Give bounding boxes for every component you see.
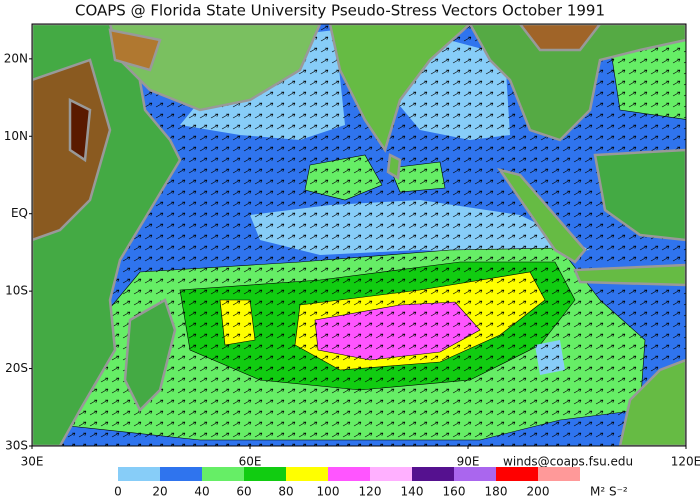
- colorbar-label: 160: [443, 485, 466, 499]
- colorbar-swatch: [118, 467, 160, 481]
- colorbar-label: 40: [194, 485, 209, 499]
- lat-label: 10N: [4, 129, 28, 143]
- colorbar-label: 80: [278, 485, 293, 499]
- lon-label: 90E: [457, 455, 480, 469]
- land: [32, 24, 686, 446]
- colorbar-swatch: [160, 467, 202, 481]
- lon-label: 60E: [239, 455, 262, 469]
- colorbar-swatch: [412, 467, 454, 481]
- lat-label: 20N: [4, 51, 28, 65]
- colorbar-label: 20: [152, 485, 167, 499]
- colorbar-swatch: [454, 467, 496, 481]
- map-frame: [31, 23, 687, 447]
- lon-label: 120E: [671, 455, 700, 469]
- lat-label: 10S: [5, 284, 28, 298]
- colorbar-label: 180: [485, 485, 508, 499]
- colorbar-label: 200: [527, 485, 550, 499]
- lat-label: 20S: [5, 361, 28, 375]
- map-body: [32, 24, 686, 446]
- lon-label: 30E: [21, 455, 44, 469]
- colorbar-swatch: [370, 467, 412, 481]
- colorbar-swatch: [328, 467, 370, 481]
- colorbar-units: M² S⁻²: [590, 485, 628, 499]
- map-title: COAPS @ Florida State University Pseudo-…: [75, 2, 605, 20]
- colorbar-swatch: [286, 467, 328, 481]
- lat-label: 30S: [5, 439, 28, 453]
- colorbar-label: 120: [359, 485, 382, 499]
- lat-label: EQ: [11, 206, 28, 220]
- credit: winds@coaps.fsu.edu: [503, 455, 633, 469]
- colorbar-label: 0: [114, 485, 122, 499]
- colorbar-swatch: [496, 467, 538, 481]
- colorbar-swatch: [538, 467, 580, 481]
- colorbar-swatch: [244, 467, 286, 481]
- colorbar-label: 100: [317, 485, 340, 499]
- colorbar-label: 60: [236, 485, 251, 499]
- colorbar-label: 140: [401, 485, 424, 499]
- colorbar-swatch: [202, 467, 244, 481]
